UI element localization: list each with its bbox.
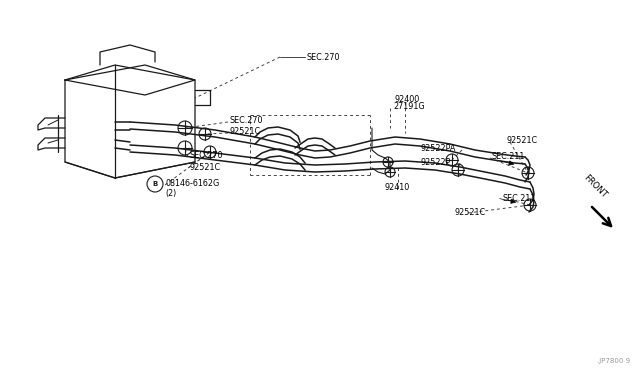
Text: 92522P: 92522P	[421, 157, 451, 167]
Text: SEC.270: SEC.270	[307, 52, 340, 61]
Text: 92522PA: 92522PA	[421, 144, 456, 153]
Text: 92521C: 92521C	[230, 126, 261, 135]
Text: .JP7800 9: .JP7800 9	[597, 358, 630, 364]
Text: 92521C: 92521C	[455, 208, 486, 217]
Text: (2): (2)	[165, 189, 176, 198]
Text: 92400: 92400	[395, 94, 420, 103]
Text: 92521C: 92521C	[507, 135, 538, 144]
Text: 92521C: 92521C	[190, 163, 221, 171]
Text: B: B	[152, 181, 157, 187]
Text: 92410: 92410	[385, 183, 410, 192]
Text: SEC.270: SEC.270	[230, 115, 264, 125]
Text: 08146-6162G: 08146-6162G	[165, 179, 220, 187]
Text: 27191G: 27191G	[393, 102, 424, 110]
Text: SEC.270: SEC.270	[190, 151, 223, 160]
Text: SEC.211: SEC.211	[492, 151, 525, 160]
Text: FRONT: FRONT	[582, 173, 609, 200]
Text: SEC.211: SEC.211	[503, 193, 536, 202]
